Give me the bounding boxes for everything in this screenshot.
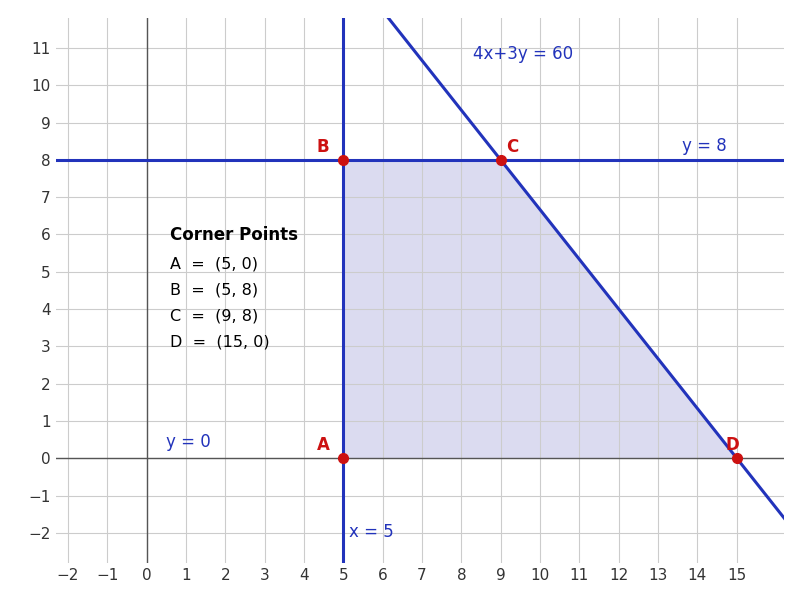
Text: 4x+3y = 60: 4x+3y = 60 <box>473 45 574 63</box>
Text: C  =  (9, 8): C = (9, 8) <box>170 308 258 323</box>
Text: C: C <box>506 138 519 155</box>
Polygon shape <box>343 160 737 458</box>
Text: y = 8: y = 8 <box>682 137 726 154</box>
Text: B  =  (5, 8): B = (5, 8) <box>170 282 258 297</box>
Text: B: B <box>317 138 330 155</box>
Text: D: D <box>726 436 740 454</box>
Text: A: A <box>317 436 330 454</box>
Text: Corner Points: Corner Points <box>170 226 298 244</box>
Text: A  =  (5, 0): A = (5, 0) <box>170 256 258 271</box>
Text: D  =  (15, 0): D = (15, 0) <box>170 335 270 349</box>
Text: x = 5: x = 5 <box>349 523 394 540</box>
Text: y = 0: y = 0 <box>166 433 211 451</box>
